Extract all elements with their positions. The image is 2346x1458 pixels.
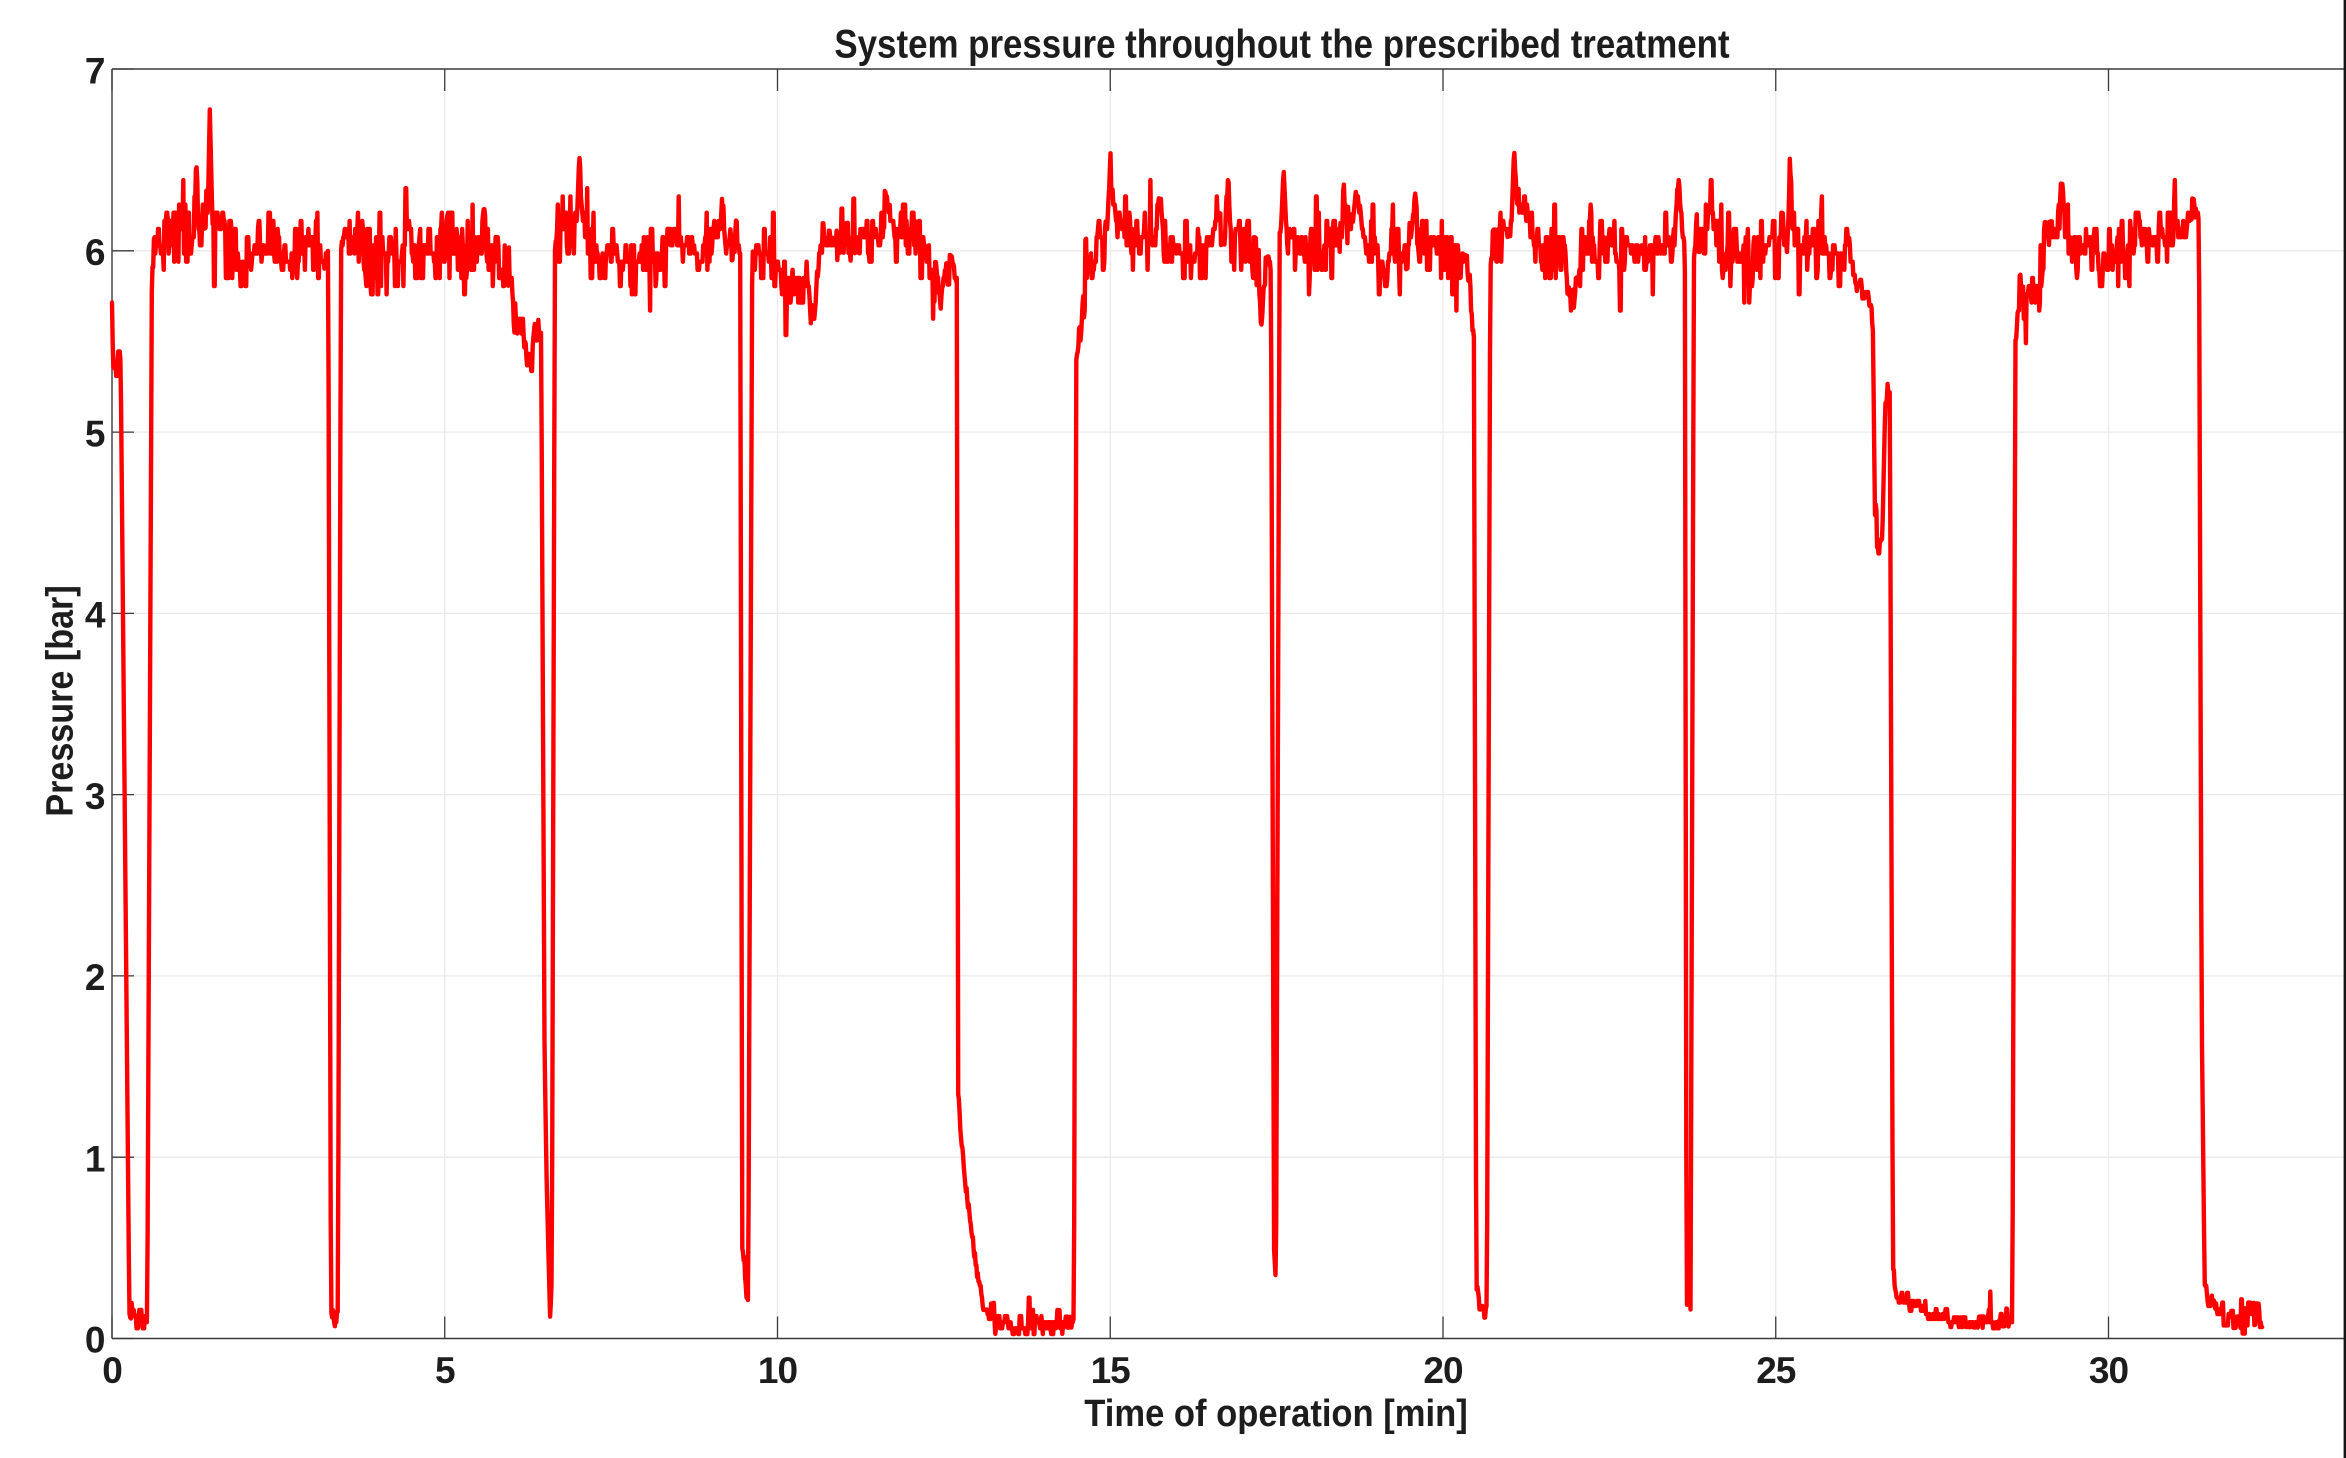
svg-text:5: 5 (435, 1350, 455, 1391)
svg-text:1: 1 (85, 1138, 105, 1179)
svg-text:System pressure throughout the: System pressure throughout the prescribe… (834, 21, 1730, 66)
svg-text:0: 0 (102, 1350, 122, 1391)
svg-text:Time of operation [min]: Time of operation [min] (1084, 1391, 1468, 1434)
svg-text:25: 25 (1756, 1350, 1796, 1391)
svg-text:10: 10 (758, 1350, 798, 1391)
svg-text:4: 4 (85, 595, 106, 636)
svg-text:30: 30 (2089, 1350, 2129, 1391)
svg-text:2: 2 (85, 957, 105, 998)
svg-text:0: 0 (85, 1320, 105, 1361)
svg-text:7: 7 (85, 51, 105, 92)
svg-text:3: 3 (85, 776, 105, 817)
svg-text:Pressure [bar]: Pressure [bar] (38, 585, 81, 816)
svg-text:20: 20 (1423, 1350, 1463, 1391)
svg-text:6: 6 (85, 232, 105, 273)
svg-text:15: 15 (1091, 1350, 1131, 1391)
svg-text:5: 5 (85, 413, 105, 454)
